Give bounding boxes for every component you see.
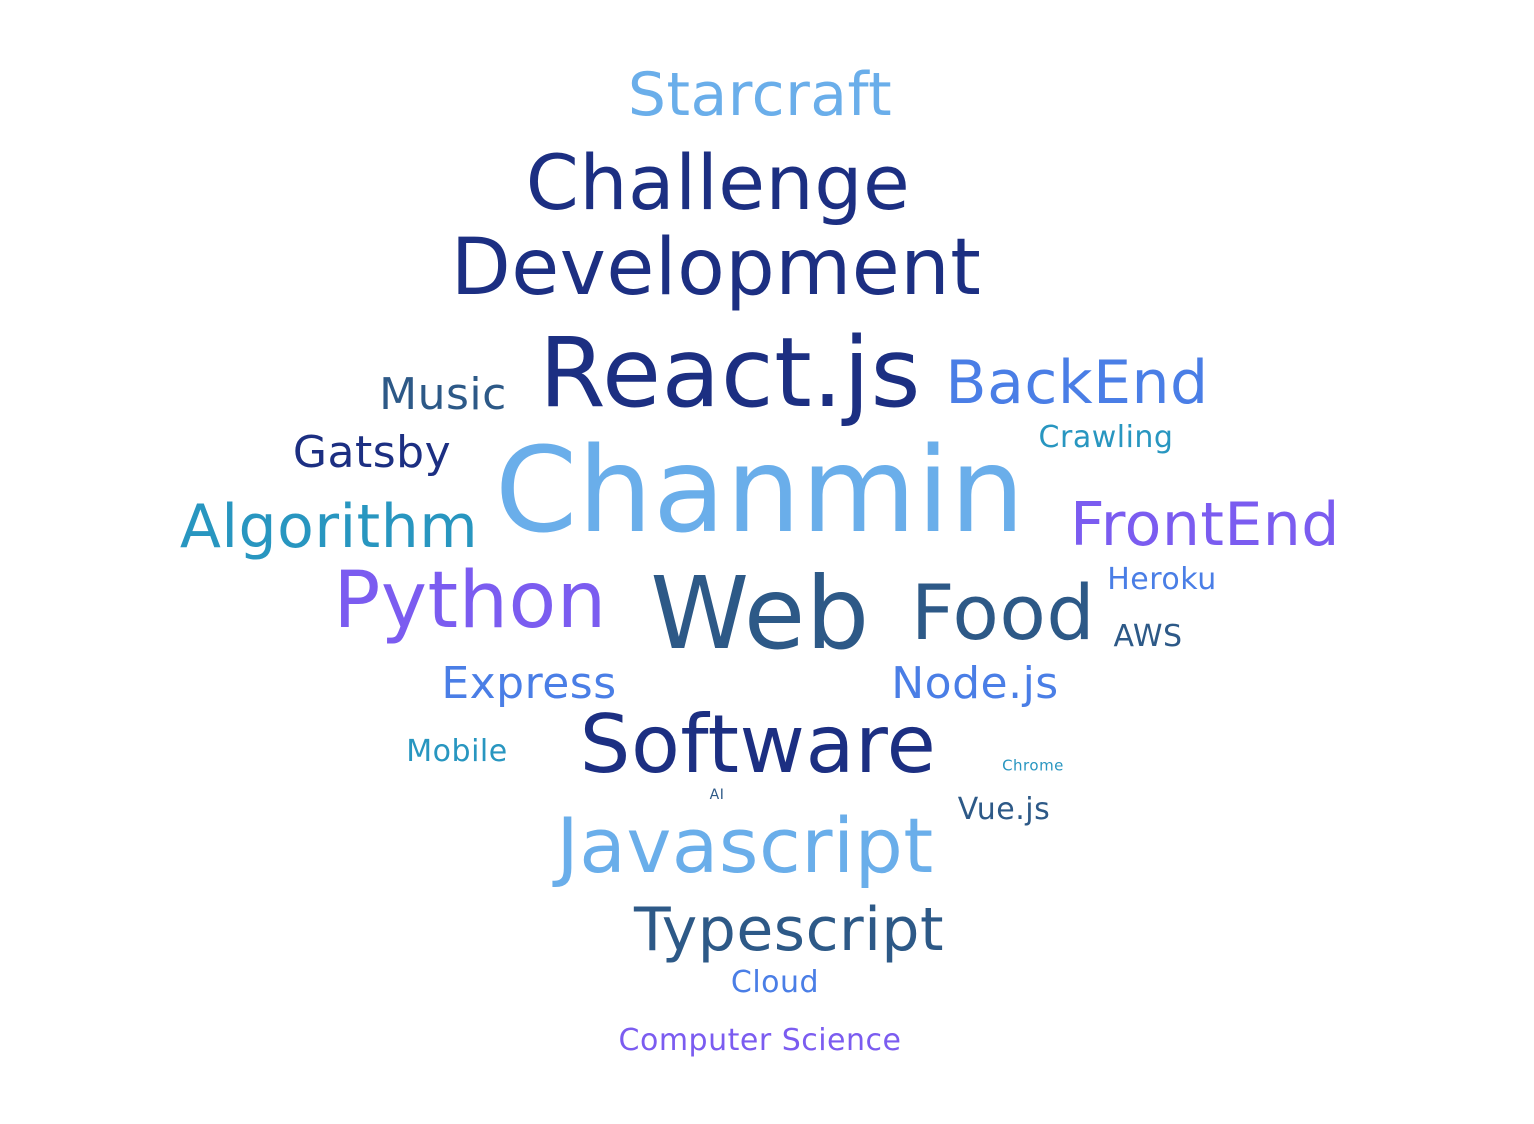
word-music: Music [379, 369, 507, 420]
word-heroku: Heroku [1107, 562, 1217, 597]
word-cloud: Cloud [730, 965, 820, 1000]
word-vue-js: Vue.js [957, 792, 1051, 827]
word-ai: AI [709, 787, 725, 803]
word-challenge: Challenge [525, 138, 911, 227]
word-aws: AWS [1113, 619, 1183, 654]
word-software: Software [579, 698, 937, 791]
word-express: Express [441, 658, 617, 709]
word-javascript: Javascript [556, 801, 934, 890]
word-react-js: React.js [539, 317, 921, 429]
word-algorithm: Algorithm [179, 492, 479, 562]
word-frontend: FrontEnd [1070, 490, 1340, 560]
word-python: Python [333, 556, 607, 646]
word-mobile: Mobile [406, 734, 508, 769]
word-food: Food [910, 568, 1096, 657]
word-crawling: Crawling [1038, 420, 1174, 455]
word-starcraft: Starcraft [627, 60, 893, 130]
word-typescript: Typescript [633, 895, 945, 965]
word-computer-science: Computer Science [618, 1023, 902, 1058]
word-node-js: Node.js [891, 658, 1059, 709]
word-chrome: Chrome [1002, 756, 1064, 775]
word-gatsby: Gatsby [292, 427, 452, 478]
word-development: Development [450, 223, 982, 313]
word-backend: BackEnd [945, 348, 1209, 418]
word-chanmin: Chanmin [494, 421, 1026, 559]
word-web: Web [650, 555, 870, 672]
